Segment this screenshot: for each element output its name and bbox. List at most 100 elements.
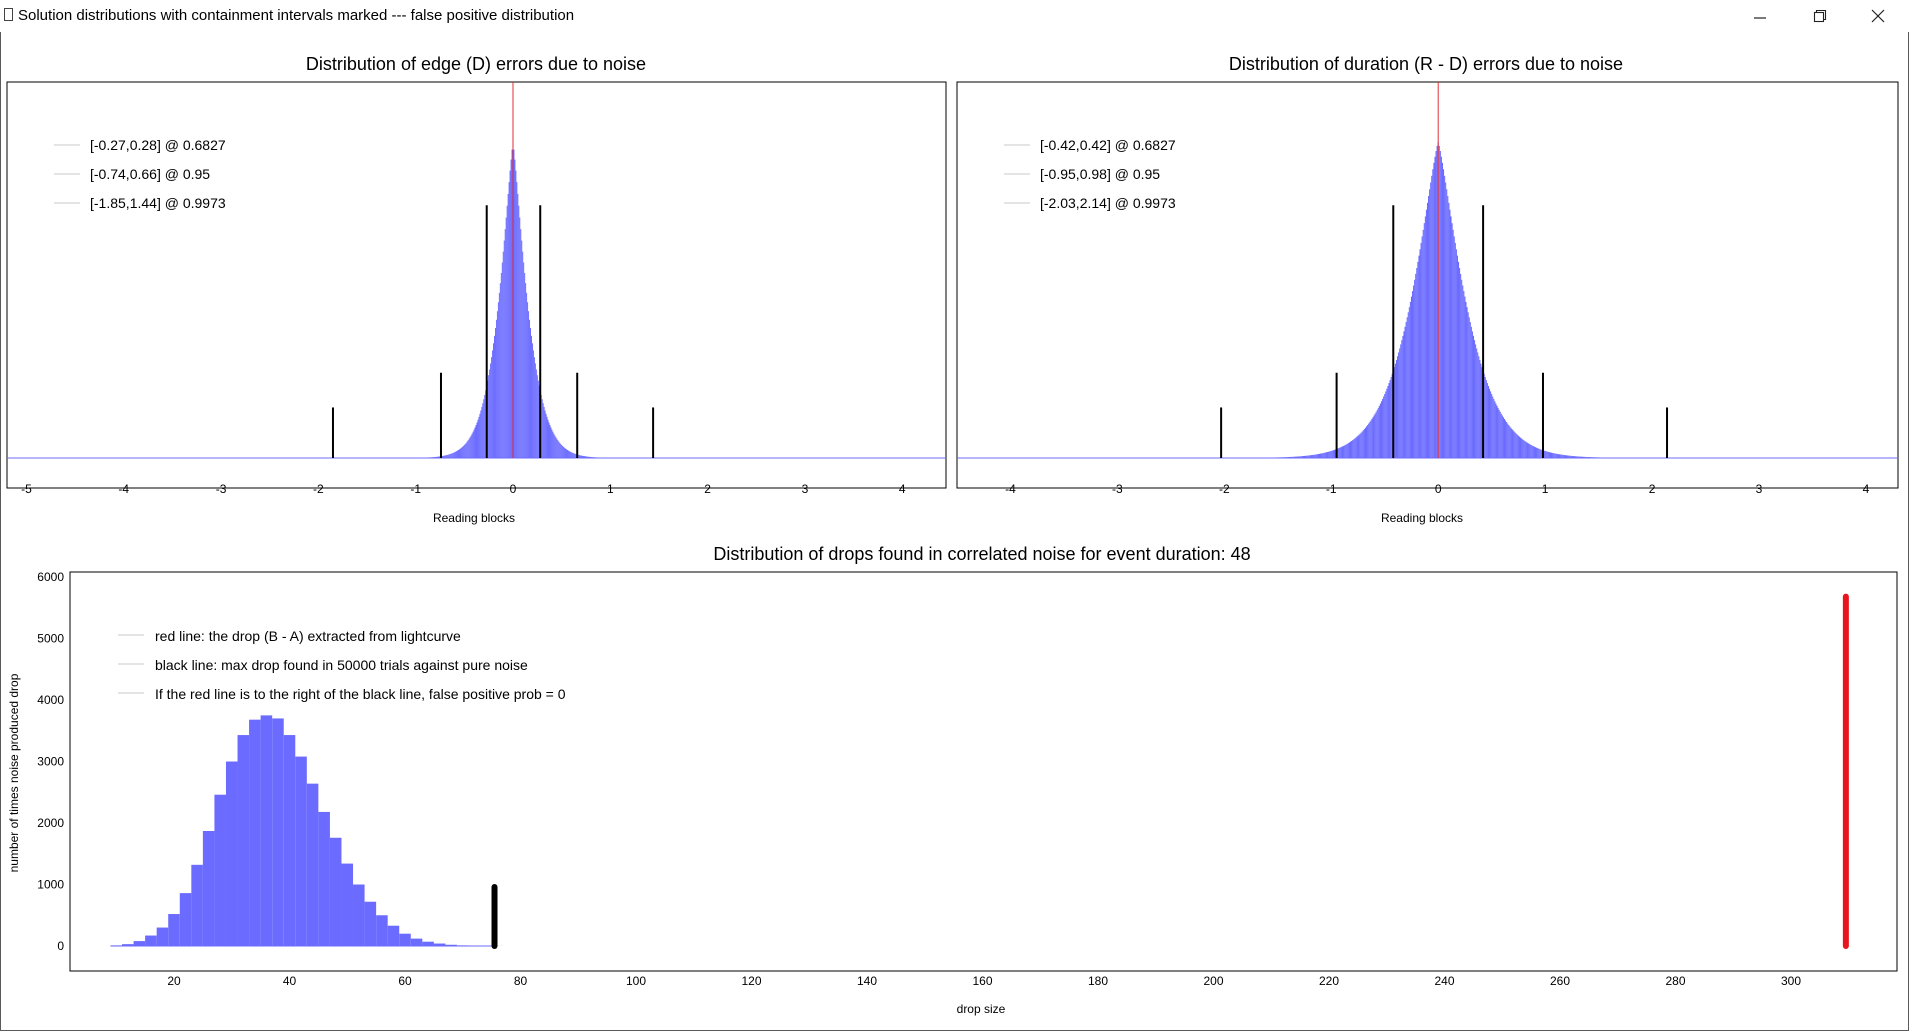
histogram-bar <box>1517 435 1519 458</box>
histogram-bar <box>557 440 559 458</box>
histogram-bar <box>1320 453 1322 458</box>
histogram-bar <box>1532 446 1534 458</box>
histogram-bar <box>1479 360 1481 458</box>
x-tick-label: 180 <box>1088 974 1108 988</box>
histogram-bar <box>1462 285 1464 458</box>
histogram-bar <box>1505 420 1507 458</box>
histogram-bar <box>364 901 377 946</box>
histogram-bar <box>1569 455 1571 458</box>
histogram-bar <box>1457 261 1460 458</box>
histogram-bar <box>1544 450 1546 458</box>
histogram-bar <box>1478 356 1480 458</box>
histogram-bar <box>1456 255 1458 458</box>
histogram-bar <box>543 406 545 458</box>
drops-y-ticks: 0 1000 2000 3000 4000 5000 6000 <box>37 570 64 953</box>
histogram-bar <box>1562 454 1564 458</box>
histogram-bar <box>1306 455 1308 458</box>
histogram-bar <box>1468 317 1470 458</box>
histogram-bar <box>568 451 570 458</box>
histogram-bar <box>1543 450 1545 458</box>
histogram-bar <box>1434 156 1436 459</box>
histogram-bar <box>514 159 516 458</box>
histogram-bar <box>1514 432 1516 458</box>
histogram-bar <box>1563 455 1565 458</box>
histogram-bar <box>1339 447 1341 458</box>
histogram-bar <box>1309 455 1311 458</box>
histogram-bar <box>1558 454 1560 458</box>
histogram-bar <box>1294 456 1296 458</box>
histogram-bar <box>526 292 528 458</box>
histogram-bar <box>562 445 564 458</box>
histogram-bar <box>1331 450 1333 458</box>
histogram-bar <box>579 455 581 458</box>
minimize-icon <box>1754 17 1766 19</box>
histogram-bar <box>1451 223 1453 458</box>
histogram-bar <box>449 454 451 458</box>
histogram-bar <box>1568 455 1570 458</box>
histogram-bar <box>552 431 554 458</box>
histogram-bar <box>1410 296 1412 458</box>
histogram-bar <box>1464 296 1466 458</box>
histogram-bar <box>1564 455 1566 458</box>
histogram-bar <box>1293 456 1295 458</box>
histogram-bar <box>566 449 568 458</box>
x-tick-label: -3 <box>216 482 227 496</box>
histogram-bar <box>1401 340 1403 458</box>
histogram-bar <box>588 456 590 458</box>
histogram-bar <box>1364 427 1367 458</box>
histogram-bar <box>202 831 215 946</box>
histogram-bar <box>525 283 527 458</box>
x-tick-label: 20 <box>167 974 181 988</box>
histogram-bar <box>1332 450 1334 458</box>
histogram-bar <box>494 335 495 458</box>
histogram-bar <box>466 441 468 458</box>
histogram-bar <box>530 328 531 458</box>
histogram-bar <box>1559 454 1561 458</box>
histogram-bar <box>553 433 555 458</box>
legend-entry: black line: max drop found in 50000 tria… <box>155 657 528 673</box>
histogram-bar <box>1409 301 1411 458</box>
x-tick-label: 80 <box>514 974 528 988</box>
histogram-bar <box>1512 430 1514 458</box>
histogram-bar <box>1329 451 1331 458</box>
histogram-bar <box>1303 455 1306 458</box>
histogram-bar <box>500 272 502 458</box>
x-tick-label: 260 <box>1550 974 1570 988</box>
minimize-button[interactable] <box>1732 0 1788 32</box>
x-tick-label: 220 <box>1319 974 1339 988</box>
histogram-bar <box>445 455 447 458</box>
histogram-bar <box>1499 411 1501 458</box>
histogram-bar <box>1417 261 1419 458</box>
histogram-bar <box>506 205 508 458</box>
histogram-bar <box>1490 391 1492 458</box>
histogram-bar <box>494 328 496 458</box>
restore-button[interactable] <box>1792 0 1848 32</box>
histogram-bar <box>1508 425 1510 458</box>
histogram-bar <box>443 455 445 458</box>
histogram-bar <box>1435 151 1437 458</box>
histogram-bar <box>1547 451 1549 458</box>
histogram-bar <box>1574 456 1576 458</box>
close-button[interactable] <box>1850 0 1906 32</box>
histogram-bar <box>1355 437 1357 458</box>
histogram-bar <box>1548 452 1550 458</box>
histogram-bar <box>510 159 512 458</box>
histogram-bar <box>156 927 169 946</box>
legend-entry: [-0.42,0.42] @ 0.6827 <box>1040 137 1176 153</box>
histogram-bar <box>1385 391 1387 458</box>
histogram-bar <box>534 363 536 458</box>
y-tick-label: 5000 <box>37 632 64 646</box>
histogram-bar <box>497 302 499 458</box>
histogram-bar <box>433 943 446 946</box>
histogram-bar <box>1440 156 1442 459</box>
histogram-bar <box>1322 453 1324 458</box>
edge-x-axis-label: Reading blocks <box>433 511 515 525</box>
histogram-bar <box>1361 431 1363 458</box>
histogram-bar <box>1318 453 1321 458</box>
histogram-bar <box>1376 409 1378 458</box>
histogram-bar <box>458 449 459 458</box>
histogram-bar <box>1411 291 1414 458</box>
histogram-bar <box>1420 242 1422 458</box>
histogram-bar <box>1368 423 1370 458</box>
histogram-bar <box>560 443 562 458</box>
